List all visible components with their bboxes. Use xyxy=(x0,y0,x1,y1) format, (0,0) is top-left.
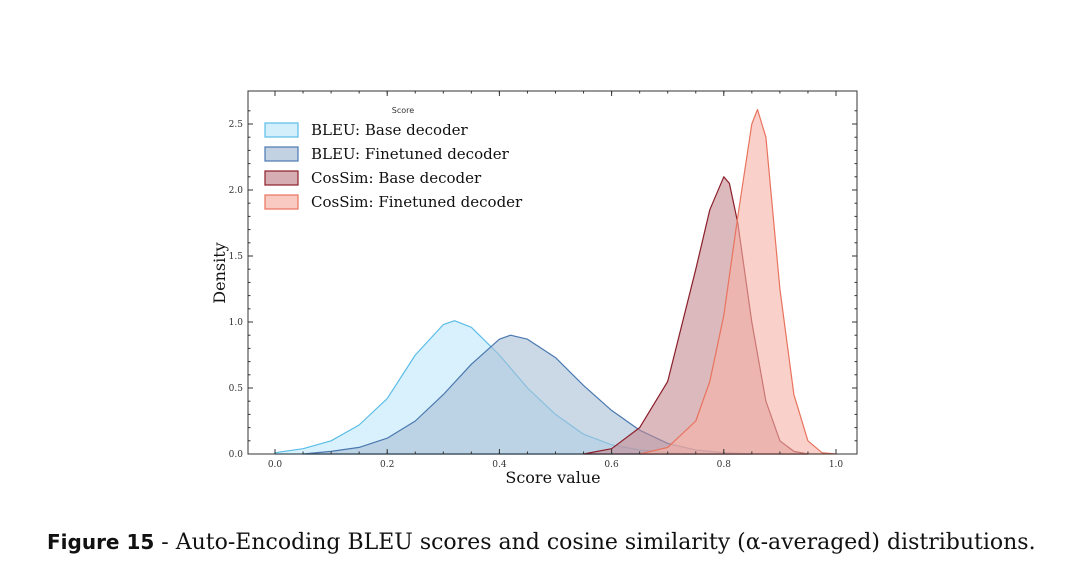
x-tick-label: 0.0 xyxy=(268,460,283,470)
legend-label-2: CosSim: Base decoder xyxy=(311,169,482,187)
legend-title: Score xyxy=(392,106,414,115)
density-area-3 xyxy=(639,108,837,455)
figure-caption: Figure 15 - Auto-Encoding BLEU scores an… xyxy=(47,530,1036,555)
y-tick-label: 2.0 xyxy=(229,186,244,196)
x-axis-label: Score value xyxy=(505,468,600,487)
x-tick-label: 0.6 xyxy=(604,460,619,470)
y-tick-label: 1.0 xyxy=(229,318,244,328)
legend-label-0: BLEU: Base decoder xyxy=(311,121,469,139)
legend-swatch-2 xyxy=(264,170,299,186)
x-tick-label: 0.8 xyxy=(717,460,732,470)
figure-label: Figure 15 xyxy=(47,530,155,554)
y-tick-label: 0.0 xyxy=(229,450,244,460)
x-tick-label: 0.4 xyxy=(492,460,507,470)
y-tick-label: 2.5 xyxy=(229,120,244,130)
legend-swatch-0 xyxy=(264,122,299,138)
legend-label-3: CosSim: Finetuned decoder xyxy=(311,193,523,211)
caption-text: - Auto-Encoding BLEU scores and cosine s… xyxy=(154,530,1036,555)
x-tick-label: 0.2 xyxy=(380,460,394,470)
x-tick-label: 1.0 xyxy=(829,460,844,470)
legend-swatch-1 xyxy=(264,146,299,162)
y-tick-label: 1.5 xyxy=(229,252,244,262)
plot-frame xyxy=(247,90,858,455)
y-tick-label: 0.5 xyxy=(229,384,244,394)
y-axis-label: Density xyxy=(210,242,229,303)
legend-label-1: BLEU: Finetuned decoder xyxy=(311,145,510,163)
density-chart: 0.0 0.2 0.4 0.6 0.8 1.0 0.0 0.5 1.0 1.5 2.0 2.5 Scor… xyxy=(210,90,858,487)
legend-swatch-3 xyxy=(264,194,299,210)
